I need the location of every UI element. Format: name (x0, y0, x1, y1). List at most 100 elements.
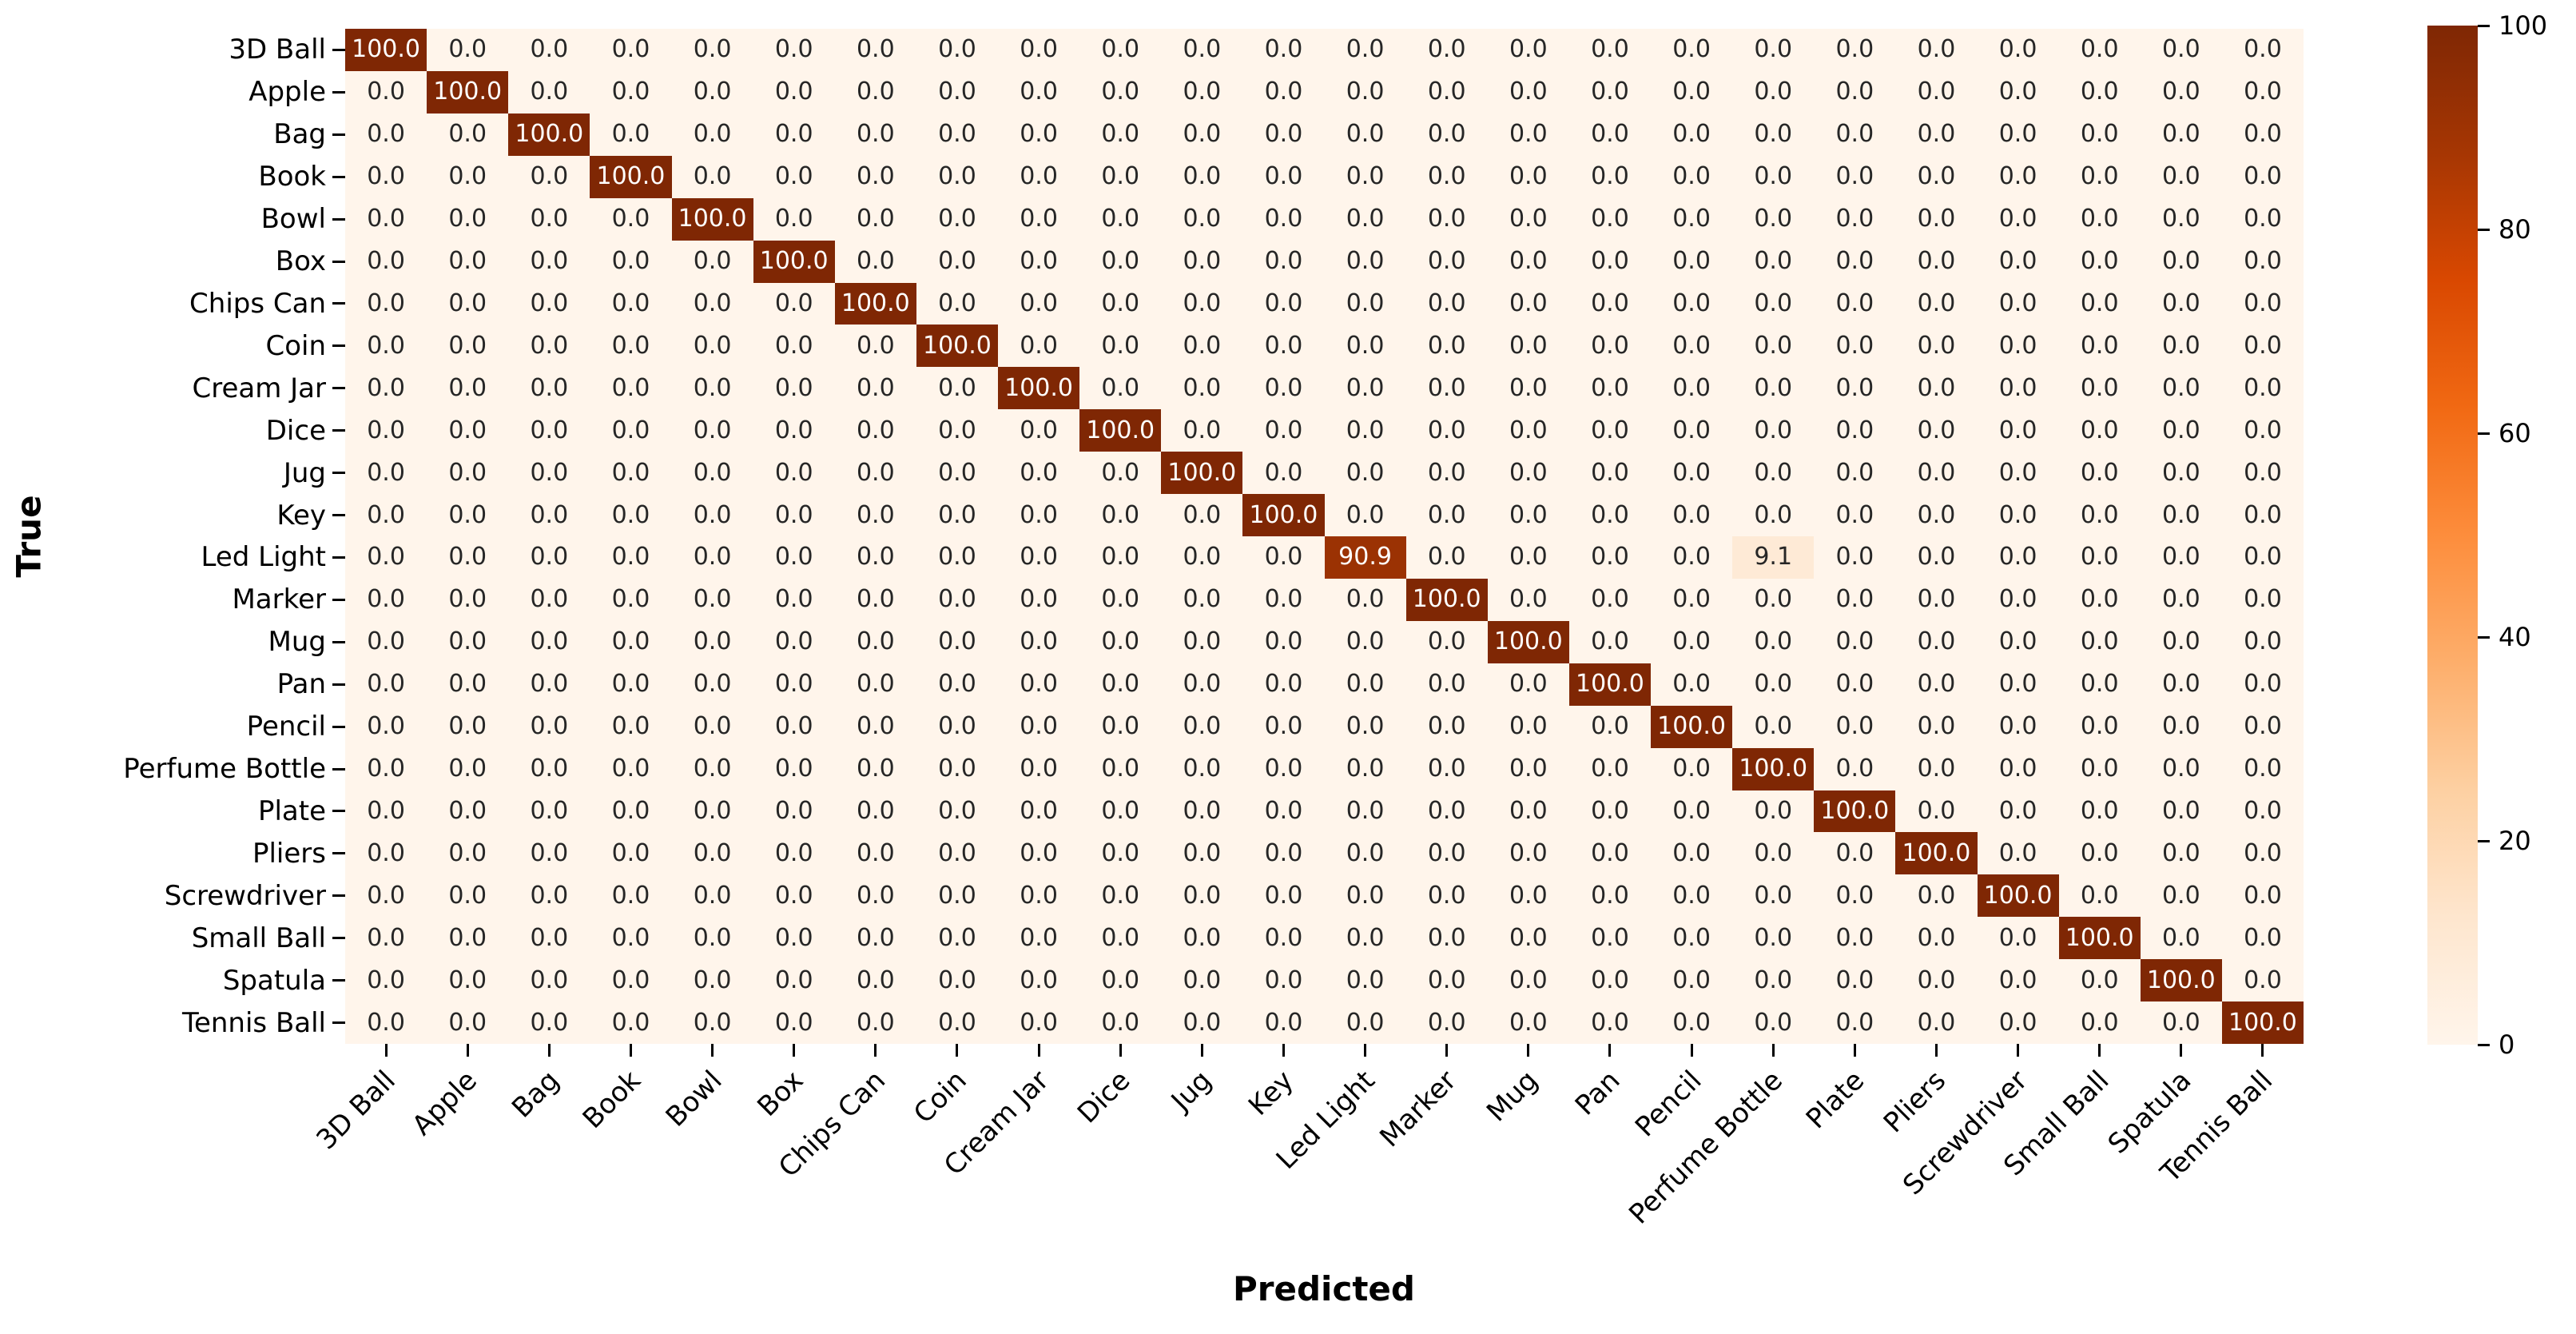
heatmap-cell: 0.0 (671, 1001, 753, 1044)
heatmap-cell: 0.0 (1405, 620, 1488, 663)
heatmap-cell: 0.0 (916, 917, 998, 960)
heatmap-cell: 0.0 (1651, 29, 1733, 71)
heatmap-cell: 0.0 (1242, 790, 1325, 833)
heatmap-cell: 0.0 (1651, 452, 1733, 495)
y-axis-tick-label: Led Light (201, 541, 326, 574)
heatmap-cell: 0.0 (345, 1001, 427, 1044)
heatmap-cell: 0.0 (1324, 325, 1406, 368)
x-axis-tick-mark (1690, 1044, 1693, 1057)
heatmap-cell: 0.0 (427, 155, 509, 198)
heatmap-cell: 0.0 (1405, 282, 1488, 325)
heatmap-cell: 0.0 (2221, 917, 2304, 960)
heatmap-cell: 0.0 (1242, 325, 1325, 368)
heatmap-cell: 0.0 (916, 874, 998, 918)
heatmap-cell: 0.0 (1079, 959, 1162, 1002)
heatmap-cell: 0.0 (1405, 325, 1488, 368)
heatmap-cell: 0.0 (1814, 452, 1896, 495)
x-axis-tick-mark (2261, 1044, 2264, 1057)
heatmap-cell: 0.0 (1895, 790, 1978, 833)
heatmap-cell: 0.0 (1242, 197, 1325, 241)
heatmap-cell: 0.0 (1651, 536, 1733, 579)
y-axis-tick-mark (332, 344, 345, 348)
heatmap-cell: 0.0 (1814, 494, 1896, 536)
heatmap-cell: 0.0 (753, 959, 835, 1002)
heatmap-cell: 0.0 (1487, 282, 1569, 325)
heatmap-cell: 0.0 (2058, 325, 2141, 368)
heatmap-cell: 0.0 (2221, 790, 2304, 833)
heatmap-cell: 0.0 (1732, 790, 1815, 833)
heatmap-cell: 0.0 (345, 70, 427, 113)
heatmap-cell: 0.0 (590, 790, 672, 833)
heatmap-cell: 100.0 (1161, 452, 1243, 495)
heatmap-cell: 0.0 (1977, 663, 2059, 706)
heatmap-cell: 100.0 (1895, 832, 1978, 875)
heatmap-cell: 0.0 (1977, 959, 2059, 1002)
heatmap-cell: 9.1 (1732, 536, 1815, 579)
heatmap-cell: 0.0 (1895, 240, 1978, 283)
heatmap-cell: 0.0 (1242, 70, 1325, 113)
heatmap-cell: 0.0 (1242, 663, 1325, 706)
heatmap-cell: 0.0 (345, 959, 427, 1002)
heatmap-cell: 0.0 (1324, 113, 1406, 156)
heatmap-cell: 0.0 (1895, 325, 1978, 368)
heatmap-cell: 0.0 (345, 832, 427, 875)
heatmap-cell: 0.0 (1161, 620, 1243, 663)
heatmap-cell: 0.0 (1161, 113, 1243, 156)
x-axis-tick-mark (1853, 1044, 1856, 1057)
heatmap-cell: 0.0 (671, 959, 753, 1002)
heatmap-cell: 0.0 (1487, 705, 1569, 748)
heatmap-cell: 100.0 (1405, 578, 1488, 621)
heatmap-cell: 0.0 (1568, 452, 1651, 495)
heatmap-cell: 0.0 (508, 240, 590, 283)
heatmap-cell: 100.0 (1732, 747, 1815, 790)
heatmap-cell: 0.0 (1814, 874, 1896, 918)
heatmap-cell: 0.0 (1161, 705, 1243, 748)
y-axis-tick-mark (332, 598, 345, 601)
colorbar-tick-label: 20 (2498, 826, 2531, 856)
x-axis-tick-label: Bag (505, 1064, 566, 1125)
heatmap-cell: 0.0 (2058, 70, 2141, 113)
heatmap-cell: 0.0 (1651, 325, 1733, 368)
heatmap-cell: 0.0 (834, 620, 916, 663)
heatmap-cell: 0.0 (1161, 536, 1243, 579)
heatmap-cell: 0.0 (1651, 959, 1733, 1002)
heatmap-cell: 0.0 (834, 70, 916, 113)
y-axis-tick-mark (332, 937, 345, 940)
heatmap-cell: 0.0 (2221, 705, 2304, 748)
heatmap-cell: 0.0 (1487, 409, 1569, 452)
y-axis-tick-mark (332, 133, 345, 136)
heatmap-cell: 0.0 (916, 620, 998, 663)
heatmap-cell: 0.0 (1487, 494, 1569, 536)
heatmap-cell: 0.0 (1651, 1001, 1733, 1044)
heatmap-cell: 0.0 (1324, 197, 1406, 241)
heatmap-cell: 0.0 (1487, 832, 1569, 875)
heatmap-cell: 0.0 (2140, 367, 2222, 410)
heatmap-cell: 0.0 (998, 663, 1080, 706)
heatmap-cell: 0.0 (1242, 917, 1325, 960)
heatmap-cell: 0.0 (1568, 790, 1651, 833)
x-axis-tick-mark (2098, 1044, 2101, 1057)
y-axis-tick-label: Box (275, 245, 326, 278)
heatmap-cell: 0.0 (753, 113, 835, 156)
heatmap-cell: 0.0 (916, 1001, 998, 1044)
heatmap-cell: 0.0 (1977, 536, 2059, 579)
heatmap-cell: 0.0 (753, 452, 835, 495)
heatmap-cell: 0.0 (1405, 29, 1488, 71)
heatmap-cell: 0.0 (834, 197, 916, 241)
heatmap-cell: 0.0 (1405, 452, 1488, 495)
heatmap-cell: 0.0 (2140, 155, 2222, 198)
heatmap-cell: 0.0 (1732, 113, 1815, 156)
heatmap-cell: 0.0 (1568, 917, 1651, 960)
heatmap-cell: 0.0 (2058, 29, 2141, 71)
heatmap-cell: 0.0 (1161, 832, 1243, 875)
heatmap-cell: 0.0 (345, 663, 427, 706)
heatmap-cell: 0.0 (1161, 494, 1243, 536)
heatmap-cell: 0.0 (1732, 409, 1815, 452)
heatmap-cell: 0.0 (1732, 452, 1815, 495)
heatmap-cell: 0.0 (1814, 409, 1896, 452)
heatmap-cell: 0.0 (1487, 1001, 1569, 1044)
heatmap-cell: 0.0 (753, 874, 835, 918)
heatmap-cell: 0.0 (834, 113, 916, 156)
x-axis-tick-mark (466, 1044, 469, 1057)
y-axis-tick-mark (332, 683, 345, 686)
